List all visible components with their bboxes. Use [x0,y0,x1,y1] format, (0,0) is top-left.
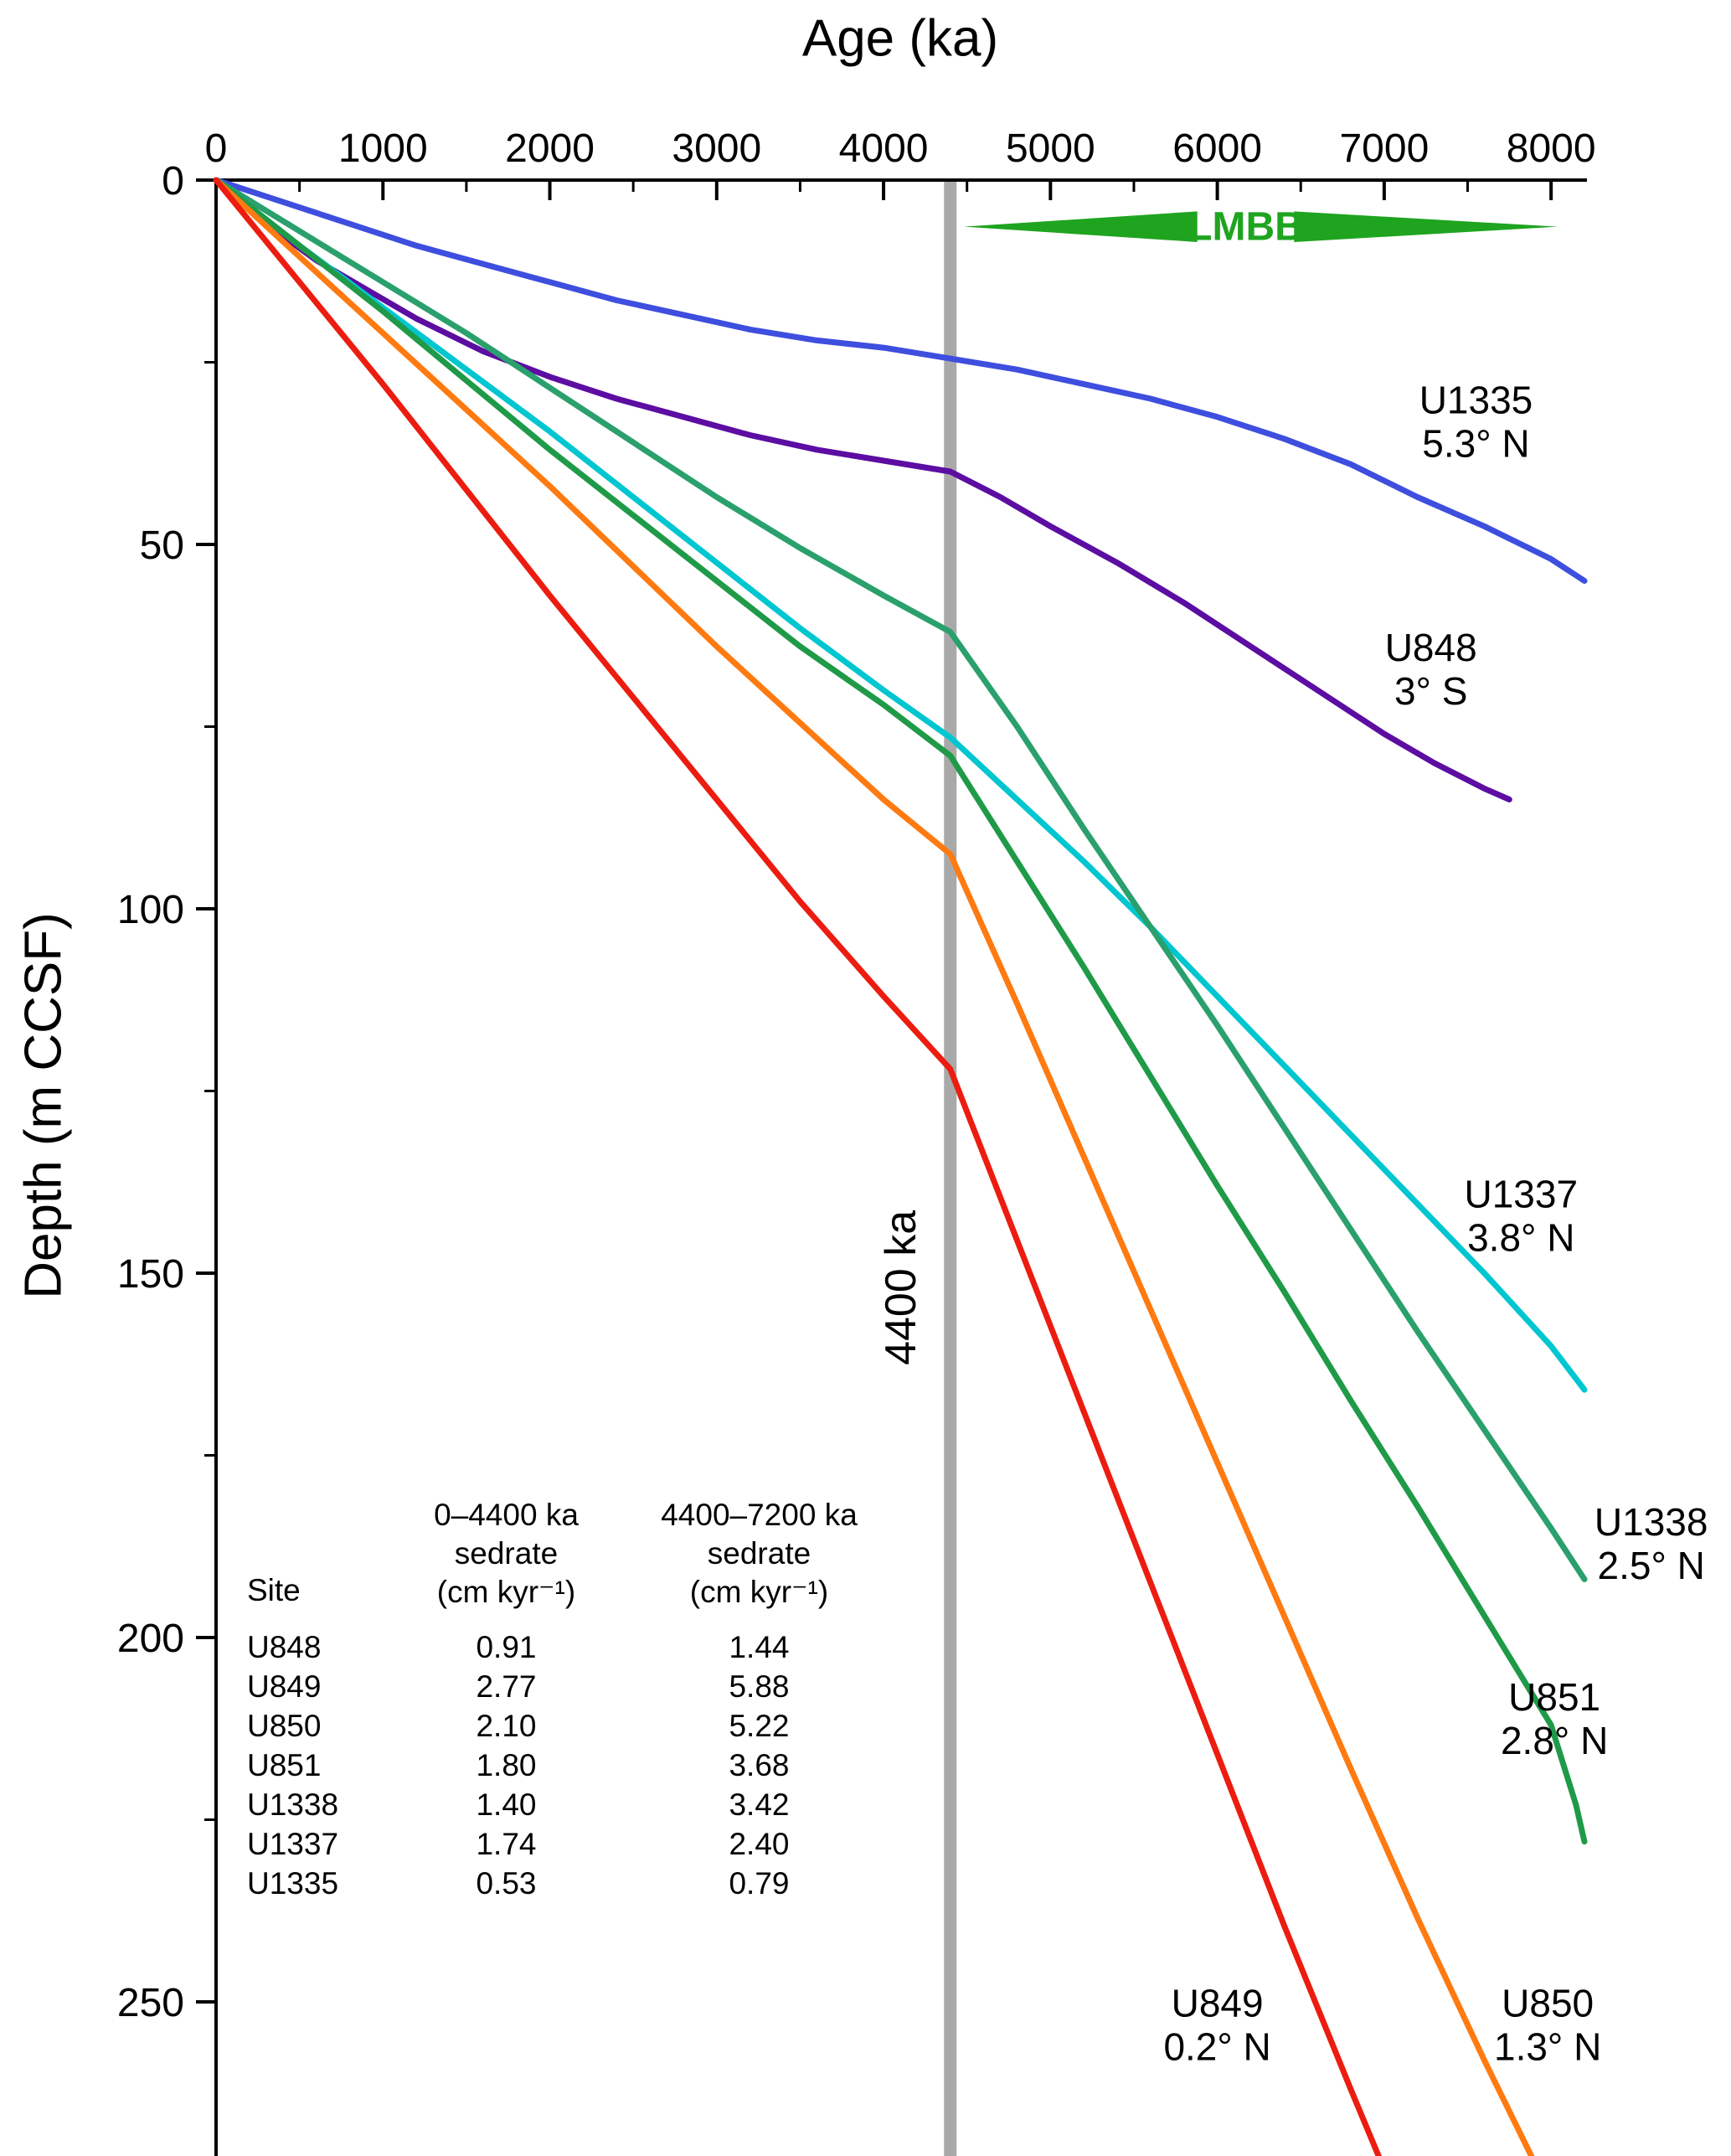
series-label-U849: U849 [1172,1981,1264,2024]
series-label-U1335: 5.3° N [1422,421,1529,465]
table-row-site: U1337 [247,1827,339,1861]
series-label-U1338: U1338 [1594,1500,1708,1544]
table-row-site: U1335 [247,1866,339,1901]
table-header-early-line1: 0–4400 ka [434,1498,579,1532]
table-row-site: U849 [247,1669,322,1704]
y-tick-label: 0 [162,159,184,204]
table-row-rate-early: 0.53 [476,1866,537,1901]
y-tick-label: 50 [140,524,184,568]
series-label-U849: 0.2° N [1163,2024,1270,2068]
table-header-site: Site [247,1573,301,1607]
series-line-U851 [213,177,1588,1845]
table-row-site: U848 [247,1630,322,1664]
series-label-U848: U848 [1385,626,1477,669]
x-tick-label: 0 [205,126,228,171]
series-line-U1337 [213,177,1588,1393]
series-line-U1335 [213,177,1588,584]
series-label-U1337: U1337 [1464,1173,1578,1216]
x-tick-label: 1000 [338,126,428,171]
table-row-rate-late: 1.44 [729,1630,790,1664]
y-tick-label: 250 [117,1981,184,2025]
table-header-early-line3: (cm kyr⁻¹) [436,1575,576,1609]
lmbb-left-arrow [963,211,1198,242]
table-row-rate-late: 3.42 [729,1787,790,1822]
series-label-U850: 1.3° N [1494,2024,1601,2068]
table-header-late: 4400–7200 ka sedrate (cm kyr⁻¹) [627,1496,891,1612]
table-header-late-line2: sedrate [707,1536,811,1571]
table-row-rate-late: 0.79 [729,1866,790,1901]
y-axis-title: Depth (m CCSF) [14,912,73,1299]
x-tick-label: 8000 [1507,126,1596,171]
table-row-rate-late: 5.88 [729,1669,790,1704]
series-label-U851: 2.8° N [1501,1719,1608,1762]
table-row-rate-early: 2.10 [476,1709,537,1743]
table-header-early: 0–4400 ka sedrate (cm kyr⁻¹) [395,1496,617,1612]
x-tick-label: 4000 [839,126,929,171]
series-label-U850: U850 [1502,1981,1594,2024]
table-row-site: U850 [247,1709,322,1743]
series-label-U851: U851 [1508,1675,1600,1719]
lmbb-label: LMBB [1187,205,1304,250]
table-row-rate-early: 1.80 [476,1748,537,1782]
table-row-rate-early: 1.74 [476,1827,537,1861]
x-tick-label: 2000 [505,126,595,171]
series-label-U848: 3° S [1394,669,1467,713]
sedrate-table: Site 0–4400 ka sedrate (cm kyr⁻¹) 4400–7… [247,1496,891,1903]
table-header-early-line2: sedrate [454,1536,559,1571]
table-row-site: U851 [247,1748,322,1782]
series-label-U1335: U1335 [1419,378,1533,421]
table-row-rate-early: 2.77 [476,1669,537,1704]
y-tick-label: 200 [117,1617,184,1661]
x-tick-label: 5000 [1006,126,1095,171]
lmbb-right-arrow [1294,211,1558,242]
y-tick-label: 150 [117,1252,184,1297]
x-tick-label: 6000 [1172,126,1262,171]
table-row-rate-late: 3.68 [729,1748,790,1782]
y-tick-label: 100 [117,888,184,932]
x-tick-label: 3000 [672,126,761,171]
table-header-late-line3: (cm kyr⁻¹) [689,1575,829,1609]
table-row-rate-early: 1.40 [476,1787,537,1822]
series-line-U1338 [213,177,1588,1582]
series-line-U849 [213,177,1382,2156]
table-row-rate-late: 2.40 [729,1827,790,1861]
table-row-rate-late: 5.22 [729,1709,790,1743]
reference-line-label: 4400 ka [877,1210,925,1365]
x-axis-title: Age (ka) [801,9,999,68]
table-row-rate-early: 0.91 [476,1630,537,1664]
series-line-U848 [213,177,1512,802]
series-line-U850 [213,177,1535,2156]
table-row-site: U1338 [247,1787,339,1822]
x-tick-label: 7000 [1339,126,1429,171]
table-header-gap [247,1612,891,1627]
table-header-late-line1: 4400–7200 ka [661,1498,858,1532]
series-label-U1338: 2.5° N [1598,1544,1705,1587]
series-label-U1337: 3.8° N [1467,1216,1574,1260]
